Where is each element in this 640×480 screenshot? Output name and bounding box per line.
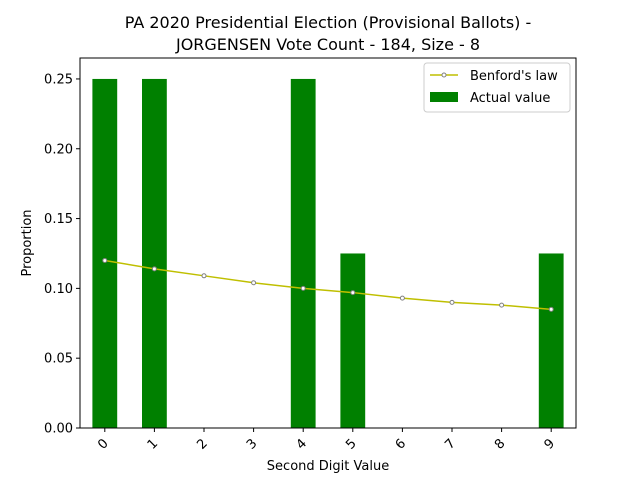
y-tick-label: 0.00	[44, 422, 73, 437]
x-tick-label: 1	[145, 436, 161, 452]
benford-point-0	[102, 257, 108, 263]
bar-4	[290, 78, 316, 429]
legend-label-actual: Actual value	[470, 91, 550, 106]
legend-label-benford: Benford's law	[470, 69, 558, 84]
benford-point-5	[350, 290, 356, 296]
bar-9	[538, 253, 564, 428]
benford-point-2	[201, 273, 207, 279]
benford-line-group	[102, 257, 554, 312]
y-tick-label: 0.15	[44, 212, 73, 227]
x-tick-label: 0	[95, 436, 111, 452]
x-tick-label: 7	[442, 436, 458, 452]
x-axis: 0 1 2 3 4 5 6 7 8 9	[95, 428, 558, 453]
x-tick-label: 9	[542, 436, 558, 452]
x-tick-label: 6	[393, 436, 409, 452]
y-tick-label: 0.10	[44, 282, 73, 297]
x-tick-label: 8	[492, 436, 508, 452]
benford-point-8	[499, 302, 505, 308]
benford-point-9	[548, 306, 554, 312]
bar-5	[340, 253, 366, 428]
benford-point-7	[449, 299, 455, 305]
y-tick-label: 0.25	[44, 72, 73, 87]
benford-point-3	[251, 280, 257, 286]
benford-point-1	[151, 266, 157, 272]
bars-group	[92, 78, 564, 429]
benford-line	[104, 259, 552, 311]
x-tick-label: 4	[294, 436, 310, 452]
x-axis-label: Second Digit Value	[267, 459, 389, 474]
x-tick-label: 2	[194, 436, 210, 452]
legend-bar-swatch	[430, 92, 458, 102]
benford-point-6	[399, 295, 405, 301]
y-axis: 0.00 0.05 0.10 0.15 0.20 0.25	[44, 72, 80, 437]
legend: Benford's law Actual value	[423, 62, 571, 113]
chart-title-line-1: PA 2020 Presidential Election (Provision…	[125, 13, 532, 32]
plot-frame	[79, 57, 577, 429]
chart-title-line-2: JORGENSEN Vote Count - 184, Size - 8	[175, 35, 480, 54]
y-tick-label: 0.05	[44, 352, 73, 367]
bar-0	[92, 78, 118, 429]
legend-line-marker	[441, 72, 447, 78]
y-tick-label: 0.20	[44, 142, 73, 157]
bar-1	[142, 78, 167, 429]
benford-point-4	[300, 285, 306, 291]
x-tick-label: 5	[343, 436, 359, 452]
y-axis-label: Proportion	[20, 209, 35, 276]
legend-box	[423, 62, 571, 113]
x-tick-label: 3	[244, 436, 260, 452]
